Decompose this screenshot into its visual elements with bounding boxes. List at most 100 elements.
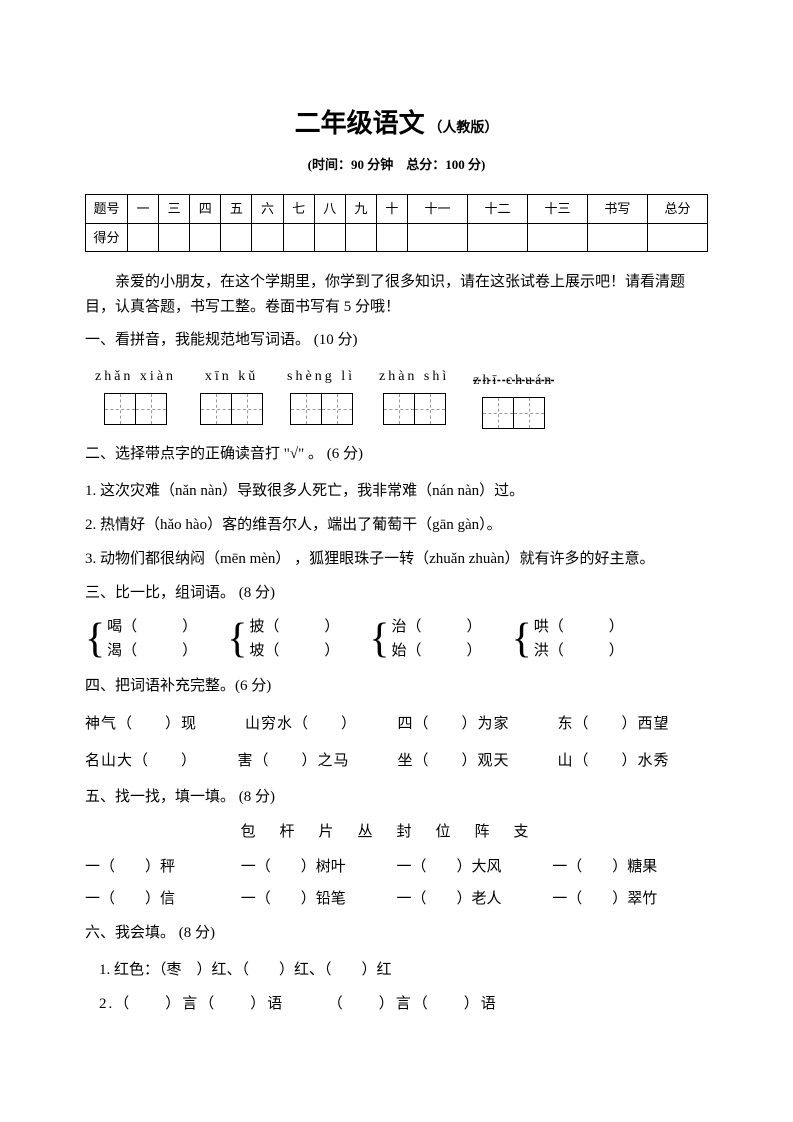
char-box xyxy=(200,393,232,425)
th: 六 xyxy=(252,195,283,223)
pinyin-item: zhǎn xiàn xyxy=(95,364,176,425)
q-line: 1. 红色：（枣 ）红、（ ）红、（ ）红 xyxy=(99,955,708,985)
pinyin-item: shèng lì xyxy=(287,364,355,425)
section-3-title: 三、比一比，组词语。 (8 分) xyxy=(85,580,708,607)
td xyxy=(252,223,283,251)
measure-item: 一（ ）糖果 xyxy=(552,852,708,882)
word-blank: 渴（ ） xyxy=(107,639,197,663)
td xyxy=(345,223,376,251)
section-1-title: 一、看拼音，我能规范地写词语。 (10 分) xyxy=(85,327,708,354)
char-boxes xyxy=(482,397,545,429)
word-blank: 哄（ ） xyxy=(534,615,624,639)
td xyxy=(467,223,527,251)
brace-pair: 披（ ） 坡（ ） xyxy=(249,615,339,663)
section-2-title: 二、选择带点字的正确读音打 "√" 。 (6 分) xyxy=(85,441,708,468)
measure-item: 一（ ）信 xyxy=(85,884,241,914)
td xyxy=(128,223,159,251)
td xyxy=(376,223,407,251)
fill-line: 神气（ ）现 山穷水（ ） 四（ ）为家 东（ ）西望 xyxy=(85,708,708,741)
measure-row: 一（ ）信 一（ ）铅笔 一（ ）老人 一（ ）翠竹 xyxy=(85,884,708,914)
score-header-row: 题号 一 三 四 五 六 七 八 九 十 十一 十二 十三 书写 总分 xyxy=(86,195,708,223)
main-title: 二年级语文 xyxy=(295,108,425,138)
q-line: 1. 这次灾难（nǎn nàn）导致很多人死亡，我非常难（nán nàn）过。 xyxy=(85,476,708,506)
th: 十三 xyxy=(527,195,587,223)
th: 八 xyxy=(314,195,345,223)
score-table: 题号 一 三 四 五 六 七 八 九 十 十一 十二 十三 书写 总分 得分 xyxy=(85,194,708,252)
char-box xyxy=(513,397,545,429)
pinyin-item: xīn kǔ xyxy=(200,364,263,425)
th: 题号 xyxy=(86,195,128,223)
pinyin-row: zhǎn xiàn xīn kǔ shèng lì zhàn shì zhī c… xyxy=(95,364,708,425)
word-blank: 治（ ） xyxy=(392,615,482,639)
th: 总分 xyxy=(647,195,707,223)
brace-pair: 治（ ） 始（ ） xyxy=(392,615,482,663)
fill-line: 名山大（ ） 害（ ）之马 坐（ ）观天 山（ ）水秀 xyxy=(85,745,708,778)
q-line: 3. 动物们都很纳闷（mēn mèn） ，狐狸眼珠子一转（zhuǎn zhuàn… xyxy=(85,544,708,574)
td xyxy=(587,223,647,251)
pinyin-item: zhàn shì xyxy=(379,364,449,425)
word-blank: 洪（ ） xyxy=(534,639,624,663)
th: 九 xyxy=(345,195,376,223)
brace-icon: { xyxy=(85,618,105,660)
measure-word-bank: 包杆片丛封位阵支 xyxy=(85,819,708,846)
pinyin-text: zhī chuán xyxy=(473,368,554,393)
q-line: 2.（ ）言（ ）语 （ ）言（ ）语 xyxy=(99,989,708,1019)
char-box xyxy=(231,393,263,425)
pinyin-text: xīn kǔ xyxy=(205,364,258,389)
measure-item: 一（ ）铅笔 xyxy=(241,884,397,914)
time-score: (时间：90 分钟 总分：100 分) xyxy=(85,153,708,176)
char-box xyxy=(321,393,353,425)
section-6-title: 六、我会填。 (8 分) xyxy=(85,920,708,947)
brace-icon: { xyxy=(227,618,247,660)
title-block: 二年级语文 （人教版） xyxy=(85,100,708,147)
word-blank: 始（ ） xyxy=(392,639,482,663)
th: 一 xyxy=(128,195,159,223)
brace-row: { 喝（ ） 渴（ ） { 披（ ） 坡（ ） { 治（ ） 始（ ） { 哄（… xyxy=(85,615,708,663)
char-box xyxy=(290,393,322,425)
section-4-title: 四、把词语补充完整。(6 分) xyxy=(85,673,708,700)
char-box xyxy=(383,393,415,425)
td xyxy=(314,223,345,251)
score-value-row: 得分 xyxy=(86,223,708,251)
brace-icon: { xyxy=(512,618,532,660)
brace-group: { 披（ ） 坡（ ） xyxy=(227,615,339,663)
char-boxes xyxy=(200,393,263,425)
char-box xyxy=(135,393,167,425)
pinyin-text: shèng lì xyxy=(287,364,355,389)
char-box xyxy=(482,397,514,429)
th: 十二 xyxy=(467,195,527,223)
char-box xyxy=(414,393,446,425)
brace-pair: 哄（ ） 洪（ ） xyxy=(534,615,624,663)
char-boxes xyxy=(383,393,446,425)
pinyin-text: zhàn shì xyxy=(379,364,449,389)
th: 七 xyxy=(283,195,314,223)
pinyin-item: zhī chuán xyxy=(473,368,554,429)
q-line: 2. 热情好（hǎo hào）客的维吾尔人，端出了葡萄干（gān gàn）。 xyxy=(85,510,708,540)
td: 得分 xyxy=(86,223,128,251)
word-blank: 喝（ ） xyxy=(107,615,197,639)
brace-group: { 哄（ ） 洪（ ） xyxy=(512,615,624,663)
th: 五 xyxy=(221,195,252,223)
measure-item: 一（ ）树叶 xyxy=(241,852,397,882)
td xyxy=(407,223,467,251)
td xyxy=(159,223,190,251)
td xyxy=(221,223,252,251)
th: 十一 xyxy=(407,195,467,223)
section-5-title: 五、找一找，填一填。 (8 分) xyxy=(85,784,708,811)
word-blank: 披（ ） xyxy=(249,615,339,639)
title-subtitle: （人教版） xyxy=(428,121,498,136)
td xyxy=(647,223,707,251)
th: 四 xyxy=(190,195,221,223)
measure-item: 一（ ）老人 xyxy=(397,884,553,914)
th: 书写 xyxy=(587,195,647,223)
brace-group: { 治（ ） 始（ ） xyxy=(369,615,481,663)
measure-item: 一（ ）秤 xyxy=(85,852,241,882)
measure-item: 一（ ）大风 xyxy=(397,852,553,882)
brace-group: { 喝（ ） 渴（ ） xyxy=(85,615,197,663)
intro-text: 亲爱的小朋友，在这个学期里，你学到了很多知识，请在这张试卷上展示吧！请看清题目，… xyxy=(85,270,708,321)
th: 三 xyxy=(159,195,190,223)
char-box xyxy=(104,393,136,425)
char-boxes xyxy=(104,393,167,425)
pinyin-text: zhǎn xiàn xyxy=(95,364,176,389)
td xyxy=(190,223,221,251)
